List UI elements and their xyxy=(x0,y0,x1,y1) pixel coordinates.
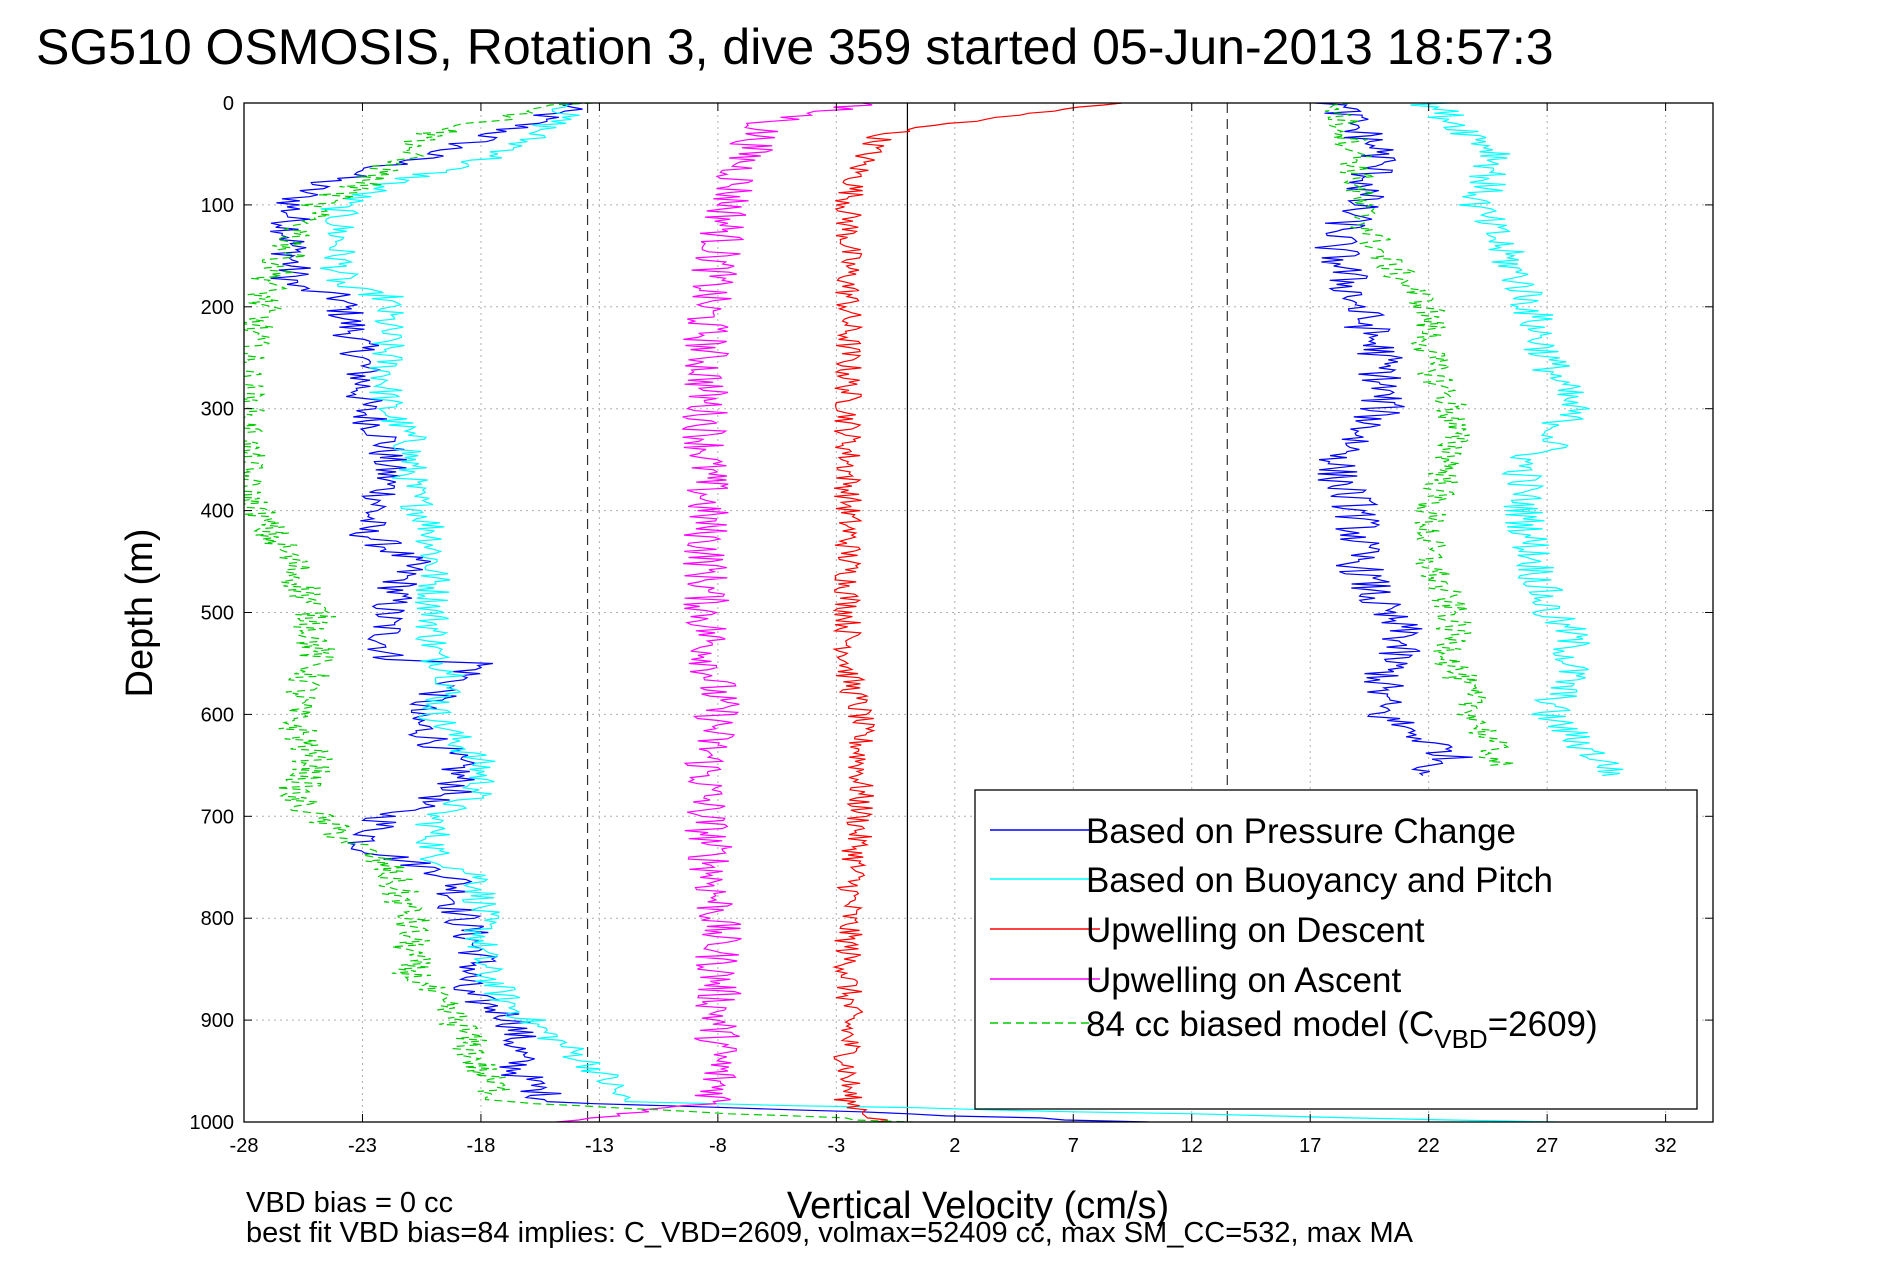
fit-note: best fit VBD bias=84 implies: C_VBD=2609… xyxy=(246,1217,1414,1249)
y-tick-label: 600 xyxy=(201,704,234,726)
bias-note: VBD bias = 0 cc xyxy=(246,1187,453,1219)
x-tick-label: 32 xyxy=(1654,1135,1676,1157)
series-line-2 xyxy=(832,103,1123,1122)
legend: Based on Pressure Change Based on Buoyanc… xyxy=(974,789,1698,1110)
x-tick-label: 17 xyxy=(1299,1135,1321,1157)
series-line-3 xyxy=(556,103,873,1122)
legend-label: Upwelling on Ascent xyxy=(1086,961,1401,1000)
x-tick-label: -23 xyxy=(348,1135,377,1157)
x-tick-label: 7 xyxy=(1068,1135,1079,1157)
x-tick-label: -28 xyxy=(230,1135,259,1157)
series-line-0 xyxy=(270,103,1149,1122)
y-tick-label: 800 xyxy=(201,908,234,930)
x-axis-title: Vertical Velocity (cm/s) xyxy=(787,1185,1169,1227)
y-tick-label: 900 xyxy=(201,1010,234,1032)
data-series xyxy=(244,103,1624,1122)
y-tick-label: 700 xyxy=(201,806,234,828)
series-line-4 xyxy=(244,103,913,1122)
legend-label: Upwelling on Descent xyxy=(1086,911,1425,950)
y-tick-label: 0 xyxy=(223,93,234,115)
y-tick-label: 400 xyxy=(201,501,234,523)
series-line-1 xyxy=(320,103,1559,1122)
x-tick-label: -13 xyxy=(585,1135,614,1157)
x-tick-label: 27 xyxy=(1536,1135,1558,1157)
chart-title: SG510 OSMOSIS, Rotation 3, dive 359 star… xyxy=(36,19,1554,75)
x-tick-label: 12 xyxy=(1181,1135,1203,1157)
x-tick-label: -8 xyxy=(709,1135,727,1157)
y-tick-label: 1000 xyxy=(190,1112,235,1134)
x-tick-label: 2 xyxy=(949,1135,960,1157)
legend-label: Based on Pressure Change xyxy=(1086,812,1516,851)
y-axis-title: Depth (m) xyxy=(119,529,161,698)
series-line-6 xyxy=(1410,103,1624,777)
x-tick-label: -3 xyxy=(827,1135,845,1157)
y-tick-label: 500 xyxy=(201,603,234,625)
axis-ticks: -28 -23 -18 -13 -8 -3 2 7 12 17 22 27 32010020030040… xyxy=(190,93,1713,1157)
legend-label: Based on Buoyancy and Pitch xyxy=(1086,861,1553,900)
legend-box xyxy=(974,789,1698,1110)
x-tick-label: 22 xyxy=(1418,1135,1440,1157)
y-tick-label: 300 xyxy=(201,399,234,421)
y-tick-label: 100 xyxy=(201,195,234,217)
series-line-5 xyxy=(1314,103,1473,776)
y-tick-label: 200 xyxy=(201,297,234,319)
x-tick-label: -18 xyxy=(466,1135,495,1157)
